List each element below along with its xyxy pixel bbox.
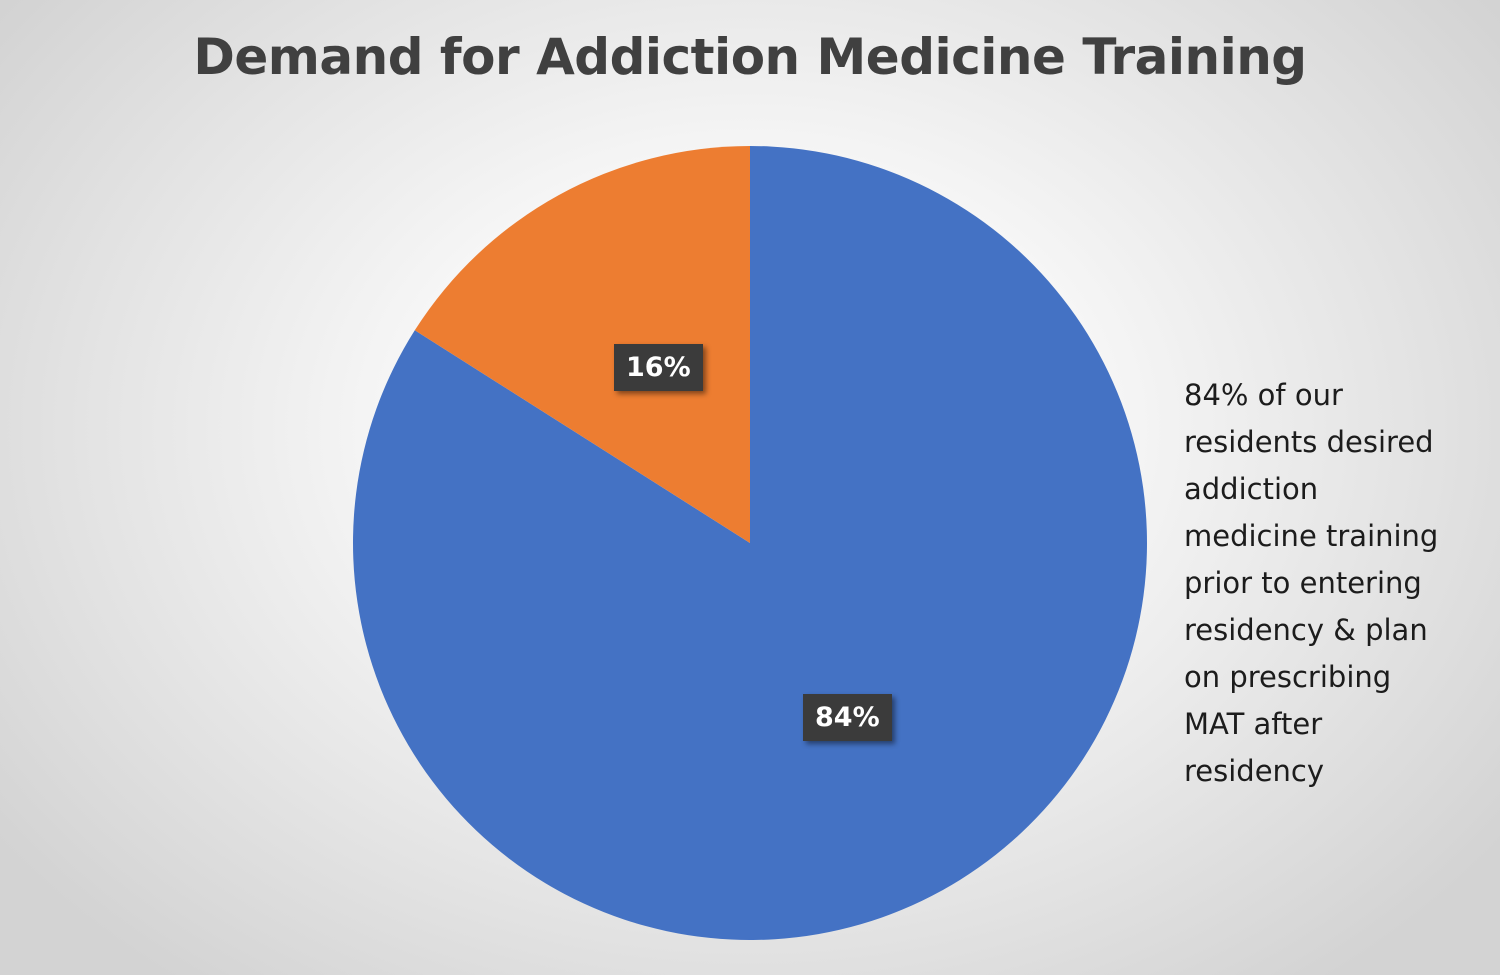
annotation-text: 84% of our residents desired addiction m… [1184, 378, 1439, 788]
pie-slices [353, 146, 1148, 941]
pie-slice-84 [353, 146, 1148, 941]
slice-label-16-percent: 16% [614, 344, 703, 391]
pie-slice-16 [414, 146, 750, 543]
slice-label-84-percent: 84% [803, 694, 892, 741]
chart-title: Demand for Addiction Medicine Training [193, 28, 1307, 86]
